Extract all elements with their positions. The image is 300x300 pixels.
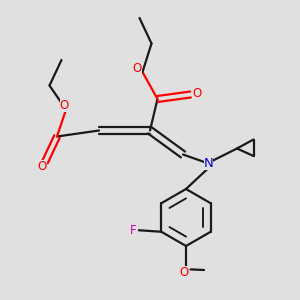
Text: O: O bbox=[180, 266, 189, 279]
Text: O: O bbox=[133, 62, 142, 76]
Text: O: O bbox=[193, 87, 202, 100]
Text: N: N bbox=[204, 157, 213, 170]
Text: F: F bbox=[130, 224, 137, 237]
Text: O: O bbox=[38, 160, 46, 173]
Text: O: O bbox=[60, 99, 69, 112]
